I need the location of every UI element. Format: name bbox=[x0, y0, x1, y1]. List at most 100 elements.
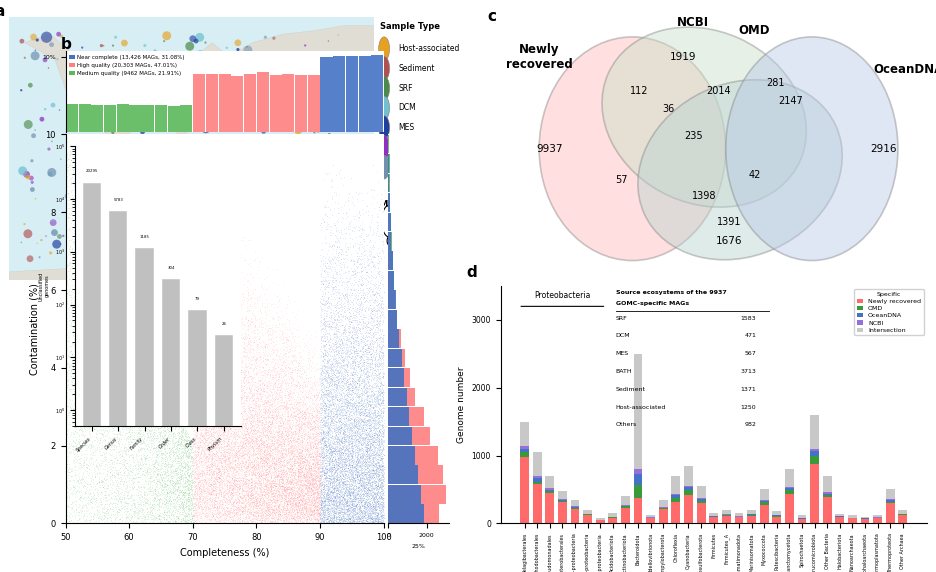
Point bbox=[337, 364, 352, 373]
Point bbox=[99, 394, 114, 403]
Point bbox=[92, 351, 107, 360]
Point bbox=[317, 392, 332, 402]
Point bbox=[328, 473, 343, 482]
Point bbox=[375, 420, 390, 430]
Point bbox=[253, 449, 268, 458]
Point bbox=[197, 349, 212, 358]
Point bbox=[61, 363, 76, 372]
Point bbox=[304, 469, 319, 478]
Point bbox=[374, 455, 389, 464]
Point bbox=[258, 481, 273, 490]
Point bbox=[192, 336, 207, 345]
Point bbox=[208, 444, 223, 453]
Point bbox=[294, 514, 309, 523]
Bar bbox=[836, 514, 844, 516]
Point bbox=[343, 378, 358, 387]
Point bbox=[273, 458, 288, 467]
Point bbox=[82, 245, 97, 255]
Point bbox=[139, 382, 154, 391]
Point bbox=[97, 252, 112, 261]
Point bbox=[122, 481, 137, 490]
Point bbox=[345, 427, 360, 436]
Point bbox=[220, 260, 235, 269]
Point bbox=[70, 196, 85, 205]
Point bbox=[75, 431, 90, 440]
Point bbox=[186, 439, 201, 448]
Point bbox=[328, 452, 343, 461]
Point bbox=[81, 351, 96, 360]
Point bbox=[333, 496, 348, 505]
Point bbox=[286, 467, 301, 476]
Point bbox=[356, 402, 371, 411]
Point bbox=[273, 493, 288, 502]
Point bbox=[240, 434, 255, 443]
Point bbox=[184, 513, 199, 522]
Point bbox=[207, 427, 222, 436]
Point bbox=[290, 366, 305, 375]
Point bbox=[188, 464, 203, 473]
Point bbox=[346, 509, 361, 518]
Point bbox=[128, 463, 143, 472]
Point bbox=[334, 344, 349, 353]
Point bbox=[245, 488, 260, 498]
Point bbox=[317, 384, 332, 393]
Point bbox=[350, 257, 365, 266]
Point bbox=[282, 399, 297, 408]
Point bbox=[269, 442, 284, 451]
Point bbox=[215, 351, 230, 360]
Point bbox=[333, 262, 348, 271]
Point bbox=[244, 442, 259, 451]
Point bbox=[209, 312, 224, 321]
Point bbox=[154, 462, 168, 471]
Point bbox=[87, 215, 102, 224]
Point bbox=[343, 336, 358, 345]
Point bbox=[296, 462, 311, 471]
Point bbox=[319, 484, 334, 494]
Point bbox=[367, 431, 382, 440]
Point bbox=[299, 476, 314, 485]
Point bbox=[358, 484, 373, 494]
Point bbox=[331, 406, 346, 415]
Point bbox=[374, 454, 389, 463]
Point bbox=[110, 507, 124, 517]
Point bbox=[299, 438, 314, 447]
Point bbox=[214, 461, 229, 470]
Point bbox=[363, 494, 378, 503]
Point bbox=[217, 509, 232, 518]
Point bbox=[137, 323, 152, 332]
Point bbox=[214, 402, 229, 411]
Point bbox=[277, 471, 292, 480]
Point bbox=[328, 434, 343, 443]
Point bbox=[280, 447, 295, 456]
Point bbox=[63, 296, 78, 305]
Point bbox=[179, 481, 194, 490]
Point bbox=[216, 411, 231, 420]
Point bbox=[174, 425, 189, 434]
Point bbox=[208, 345, 223, 354]
Point bbox=[301, 435, 316, 444]
Point bbox=[116, 404, 131, 413]
Point bbox=[86, 236, 101, 245]
Point bbox=[260, 413, 275, 422]
Point bbox=[202, 492, 217, 502]
Point bbox=[317, 375, 332, 384]
Point bbox=[319, 428, 334, 437]
Point bbox=[296, 507, 311, 517]
Point bbox=[210, 503, 225, 512]
Point bbox=[323, 414, 338, 423]
Point bbox=[275, 434, 290, 443]
Point bbox=[156, 412, 171, 422]
Point bbox=[265, 371, 280, 380]
Point bbox=[340, 360, 355, 370]
Point bbox=[311, 462, 326, 471]
Point bbox=[338, 468, 353, 478]
Point bbox=[340, 424, 355, 433]
Point bbox=[170, 485, 185, 494]
Point bbox=[292, 438, 307, 447]
Point bbox=[278, 469, 293, 478]
Point bbox=[194, 448, 209, 457]
Point bbox=[323, 480, 338, 490]
Point bbox=[169, 443, 184, 452]
Point bbox=[279, 403, 294, 412]
Point bbox=[157, 411, 172, 420]
